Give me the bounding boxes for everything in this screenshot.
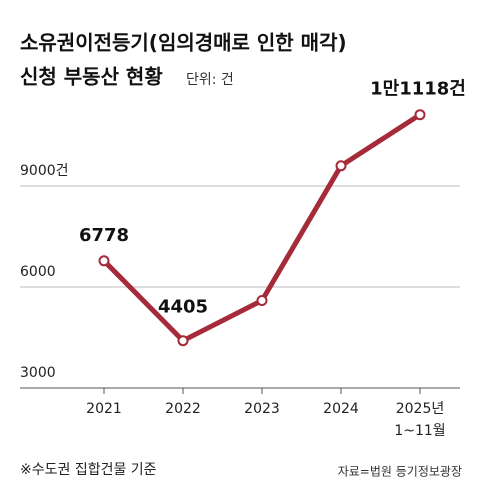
source: 자료=법원 등기정보광장	[338, 465, 462, 479]
value-label: 1만1118건	[370, 79, 466, 100]
marker	[256, 294, 268, 306]
marker	[177, 335, 189, 347]
line	[102, 112, 422, 344]
value-label: 4405	[158, 297, 208, 318]
chart-title: 소유권이전등기(임의경매로 인한 매각)	[20, 31, 347, 55]
marker	[98, 255, 110, 267]
x-tick-label: 2025년 1~11월	[394, 401, 446, 439]
x-tick-label: 2022	[165, 401, 201, 417]
y-tick-label: 6000	[20, 264, 56, 280]
x-tick-label: 2021	[86, 401, 122, 417]
y-tick-label: 9000건	[20, 163, 69, 179]
y-tick-label: 3000	[20, 365, 56, 381]
note: ※수도권 집합건물 기준	[20, 462, 157, 478]
marker	[335, 160, 347, 172]
marker	[414, 109, 426, 121]
x-tick-label: 2023	[244, 401, 280, 417]
chart-title: 신청 부동산 현황	[20, 65, 163, 89]
unit-label: 단위: 건	[186, 72, 234, 88]
x-tick-label: 2024	[323, 401, 359, 417]
value-label: 6778	[79, 225, 129, 246]
